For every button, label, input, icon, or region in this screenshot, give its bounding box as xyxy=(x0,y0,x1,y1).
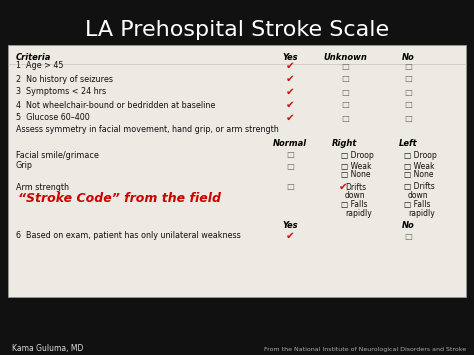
Text: ✔: ✔ xyxy=(286,231,294,241)
Text: □: □ xyxy=(404,231,412,240)
Text: 5  Glucose 60–400: 5 Glucose 60–400 xyxy=(16,114,90,122)
Text: □: □ xyxy=(286,162,294,170)
FancyBboxPatch shape xyxy=(8,45,466,297)
Text: □ None: □ None xyxy=(404,170,434,180)
Text: ✔: ✔ xyxy=(286,74,294,84)
Text: Criteria: Criteria xyxy=(16,54,51,62)
Text: rapidly: rapidly xyxy=(345,208,372,218)
Text: “Stroke Code” from the field: “Stroke Code” from the field xyxy=(18,191,221,204)
Text: Drifts: Drifts xyxy=(345,182,366,191)
Text: Yes: Yes xyxy=(282,220,298,229)
Text: Normal: Normal xyxy=(273,138,307,147)
Text: ✔: ✔ xyxy=(286,87,294,97)
Text: □ Falls: □ Falls xyxy=(404,201,430,209)
Text: 6  Based on exam, patient has only unilateral weakness: 6 Based on exam, patient has only unilat… xyxy=(16,231,241,240)
Text: □ Weak: □ Weak xyxy=(404,162,435,170)
Text: 1  Age > 45: 1 Age > 45 xyxy=(16,61,64,71)
Text: No: No xyxy=(401,220,414,229)
Text: 4  Not wheelchair-bound or bedridden at baseline: 4 Not wheelchair-bound or bedridden at b… xyxy=(16,100,215,109)
Text: ✔: ✔ xyxy=(286,100,294,110)
Text: □: □ xyxy=(341,75,349,83)
Text: □: □ xyxy=(341,87,349,97)
Text: Right: Right xyxy=(332,138,358,147)
Text: Arm strength: Arm strength xyxy=(16,182,69,191)
Text: From the National Institute of Neurological Disorders and Stroke: From the National Institute of Neurologi… xyxy=(264,346,466,351)
Text: Grip: Grip xyxy=(16,162,33,170)
Text: ✔: ✔ xyxy=(286,61,294,71)
Text: Unknown: Unknown xyxy=(323,54,367,62)
Text: □ Droop: □ Droop xyxy=(341,151,374,159)
Text: LA Prehospital Stroke Scale: LA Prehospital Stroke Scale xyxy=(85,20,389,40)
Text: rapidly: rapidly xyxy=(408,208,435,218)
Text: ✔: ✔ xyxy=(339,182,348,192)
Text: □: □ xyxy=(341,61,349,71)
Text: □: □ xyxy=(404,114,412,122)
Text: □ Weak: □ Weak xyxy=(341,162,372,170)
Text: □: □ xyxy=(404,61,412,71)
Text: 3  Symptoms < 24 hrs: 3 Symptoms < 24 hrs xyxy=(16,87,106,97)
Text: Assess symmetry in facial movement, hand grip, or arm strength: Assess symmetry in facial movement, hand… xyxy=(16,125,279,133)
Text: down: down xyxy=(408,191,428,200)
Text: ✔: ✔ xyxy=(286,113,294,123)
Text: Yes: Yes xyxy=(282,54,298,62)
Text: down: down xyxy=(345,191,365,200)
Text: □: □ xyxy=(404,87,412,97)
Text: 2  No history of seizures: 2 No history of seizures xyxy=(16,75,113,83)
Text: □ Drifts: □ Drifts xyxy=(404,182,435,191)
Text: □: □ xyxy=(341,114,349,122)
Text: □: □ xyxy=(286,151,294,159)
Text: □: □ xyxy=(341,100,349,109)
Text: Facial smile/grimace: Facial smile/grimace xyxy=(16,151,99,159)
Text: □ None: □ None xyxy=(341,170,371,180)
Text: Left: Left xyxy=(399,138,417,147)
Text: □: □ xyxy=(404,100,412,109)
Text: □ Droop: □ Droop xyxy=(404,151,437,159)
Text: No: No xyxy=(401,54,414,62)
Text: □: □ xyxy=(404,75,412,83)
Text: Kama Guluma, MD: Kama Guluma, MD xyxy=(12,344,83,354)
Text: □ Falls: □ Falls xyxy=(341,201,367,209)
Text: □: □ xyxy=(286,182,294,191)
